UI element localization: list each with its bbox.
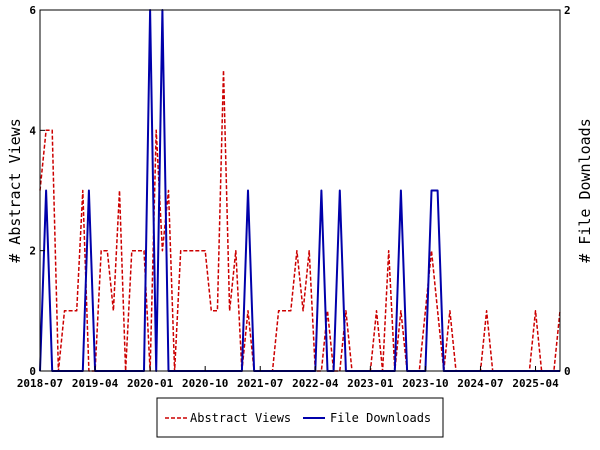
x-tick-label: 2024-07 xyxy=(457,377,503,390)
x-tick-label: 2021-07 xyxy=(237,377,283,390)
y-left-axis-title: # Abstract Views xyxy=(6,118,24,263)
plot-frame xyxy=(39,9,561,372)
series-line-file-downloads xyxy=(39,9,560,372)
y-left-tick-label: 2 xyxy=(29,245,36,258)
x-tick-label: 2018-07 xyxy=(17,377,63,390)
x-tick-label: 2020-01 xyxy=(127,377,174,390)
legend-box xyxy=(156,397,444,438)
legend: Abstract Views File Downloads xyxy=(156,397,444,438)
x-tick-label: 2023-10 xyxy=(402,377,448,390)
y-right-tick-label: 0 xyxy=(564,365,571,378)
y-right-axis-title: # File Downloads xyxy=(576,118,594,263)
legend-label-abstract-views: Abstract Views xyxy=(190,411,291,425)
axes: 0 2 4 6 0 2 2018-07 2019-04 2020-01 2020-10 2021-0… xyxy=(6,4,594,390)
y-left-tick-label: 6 xyxy=(29,4,36,17)
y-right-tick-label: 2 xyxy=(564,4,571,17)
x-tick-label: 2025-04 xyxy=(512,377,559,390)
x-tick-label: 2019-04 xyxy=(72,377,119,390)
legend-label-file-downloads: File Downloads xyxy=(330,411,431,425)
x-tick-label: 2022-04 xyxy=(292,377,339,390)
x-tick-label: 2023-01 xyxy=(347,377,394,390)
y-left-tick-label: 4 xyxy=(29,124,36,137)
series-line-abstract-views xyxy=(39,69,561,372)
y-left-tick-label: 0 xyxy=(29,365,36,378)
plot-area xyxy=(39,9,561,372)
x-tick-label: 2020-10 xyxy=(182,377,228,390)
